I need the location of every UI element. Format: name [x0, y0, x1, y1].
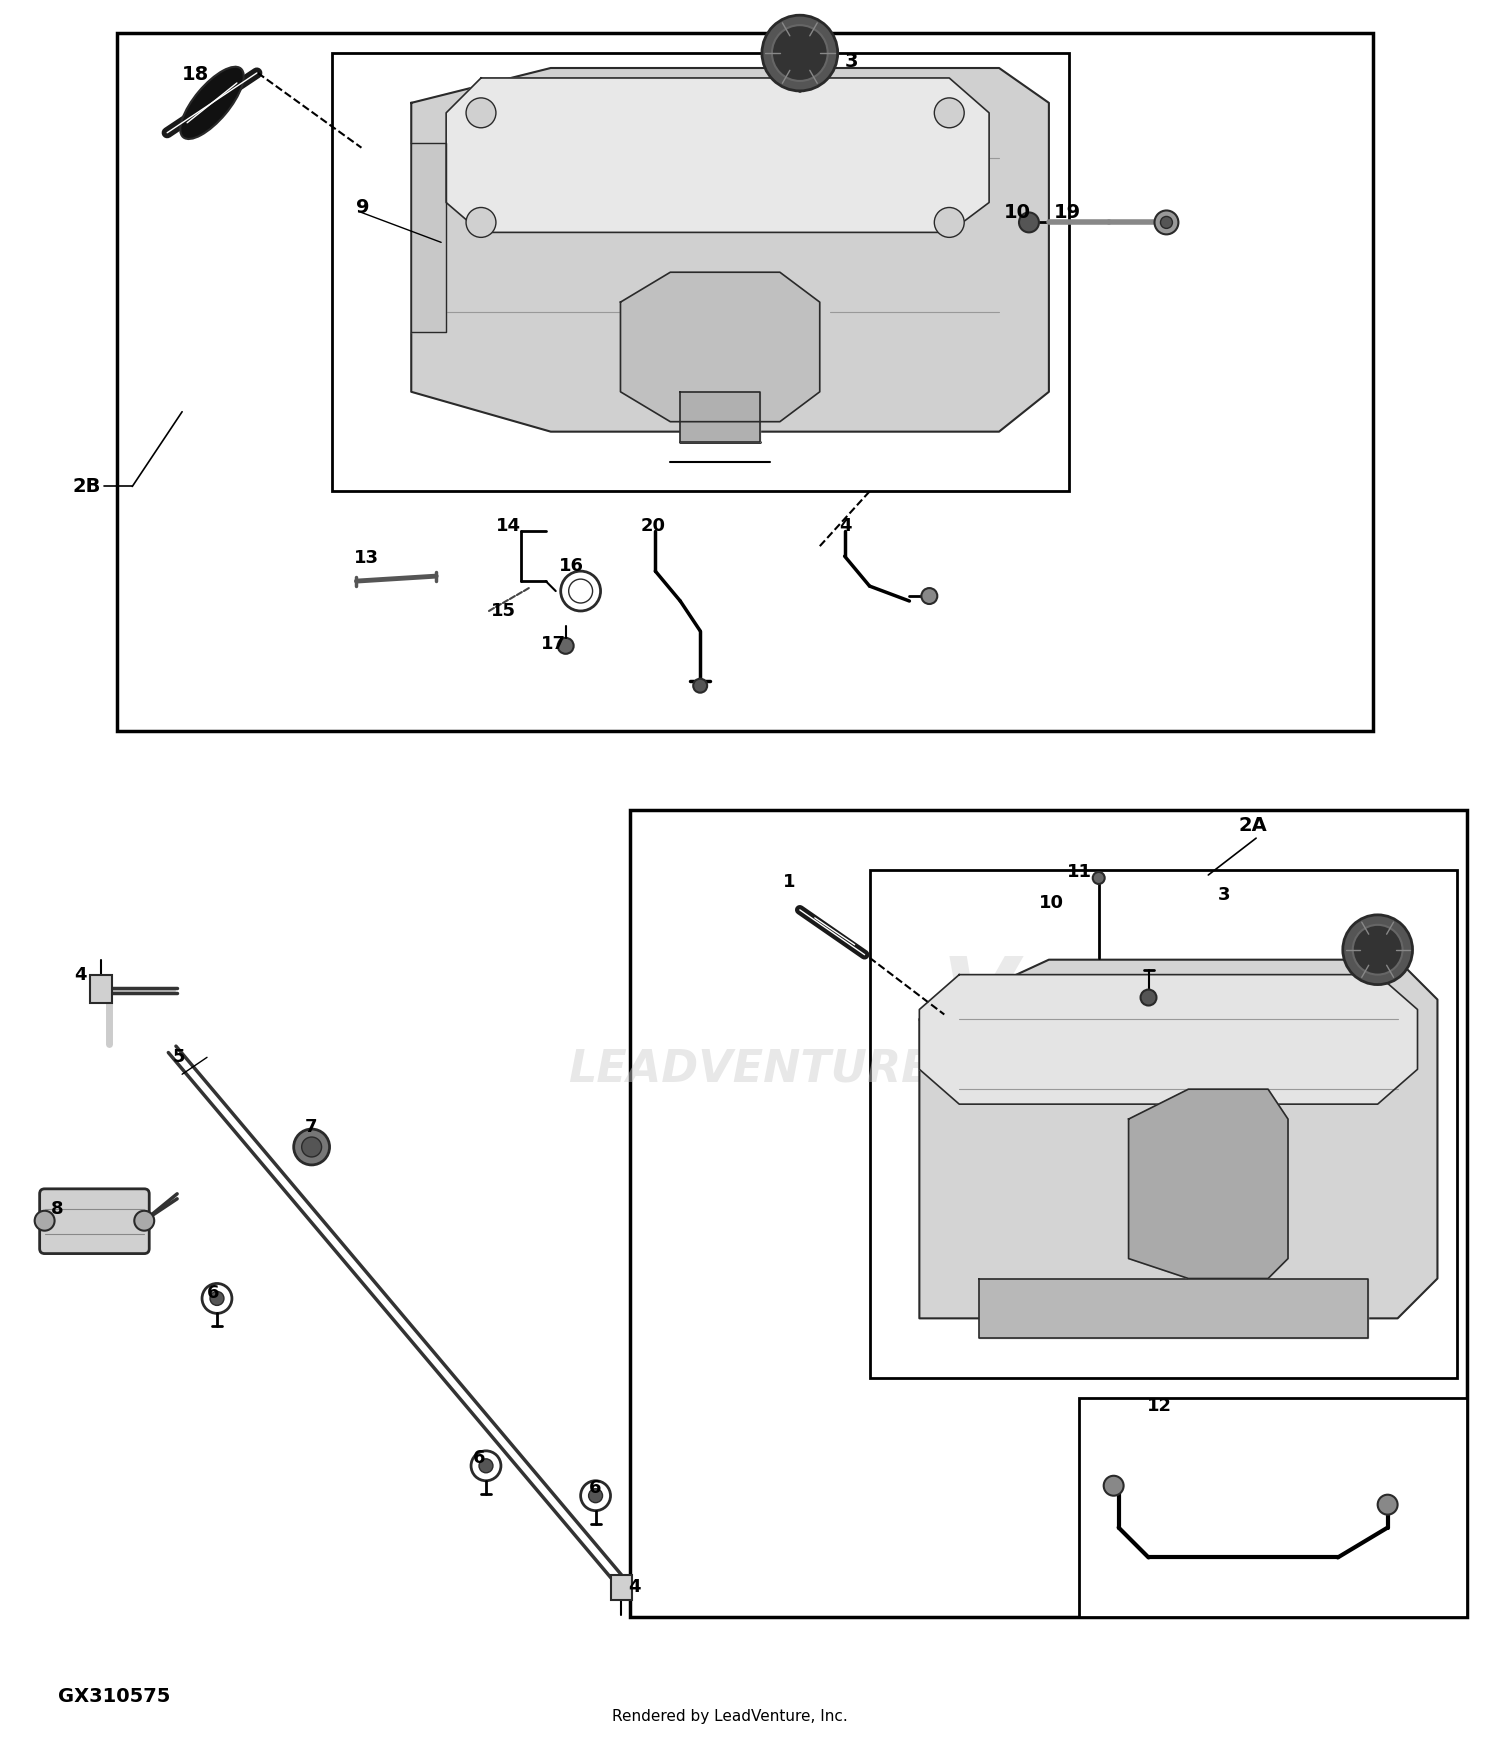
Polygon shape: [920, 959, 1437, 1318]
Circle shape: [934, 208, 964, 238]
Text: 10: 10: [1040, 894, 1064, 912]
Circle shape: [1353, 924, 1402, 975]
Polygon shape: [411, 144, 446, 332]
Circle shape: [1140, 989, 1156, 1006]
Text: 3: 3: [844, 51, 858, 70]
Circle shape: [294, 1129, 330, 1166]
Text: 4: 4: [840, 518, 852, 536]
Circle shape: [1019, 212, 1040, 233]
Text: 4: 4: [75, 966, 87, 984]
Text: 2A: 2A: [1238, 816, 1268, 835]
Circle shape: [135, 1211, 154, 1230]
Polygon shape: [446, 79, 989, 233]
Text: 14: 14: [496, 518, 520, 536]
Polygon shape: [681, 392, 760, 441]
Circle shape: [1104, 1475, 1124, 1496]
Circle shape: [762, 16, 837, 91]
Bar: [332, 52, 1070, 492]
Bar: [90, 975, 112, 1003]
Text: 2B: 2B: [72, 478, 100, 495]
Circle shape: [1377, 1494, 1398, 1514]
Text: 6: 6: [472, 1449, 486, 1466]
Text: 11: 11: [1066, 863, 1092, 880]
Circle shape: [1155, 210, 1179, 235]
Circle shape: [568, 579, 592, 604]
Circle shape: [561, 570, 600, 611]
Circle shape: [210, 1292, 224, 1306]
Text: LEADVENTURE: LEADVENTURE: [568, 1048, 932, 1090]
Text: Rendered by LeadVenture, Inc.: Rendered by LeadVenture, Inc.: [612, 1710, 848, 1724]
Circle shape: [588, 1489, 603, 1503]
Text: GX310575: GX310575: [57, 1687, 170, 1706]
Circle shape: [302, 1138, 321, 1157]
Bar: [117, 33, 1373, 730]
Bar: [870, 870, 1458, 1379]
Text: V: V: [942, 954, 1017, 1046]
Polygon shape: [411, 68, 1048, 432]
Text: 15: 15: [490, 602, 516, 620]
Circle shape: [1092, 872, 1104, 884]
Text: 6: 6: [588, 1479, 602, 1496]
Polygon shape: [980, 1279, 1368, 1339]
Text: 6: 6: [207, 1284, 219, 1302]
Circle shape: [772, 24, 828, 80]
Text: 7: 7: [304, 1118, 316, 1136]
Circle shape: [471, 1451, 501, 1480]
Text: 17: 17: [542, 635, 566, 653]
Circle shape: [693, 679, 706, 693]
Bar: [630, 810, 1467, 1617]
Text: 18: 18: [182, 65, 210, 84]
Polygon shape: [621, 273, 819, 422]
Polygon shape: [1128, 1088, 1288, 1279]
Circle shape: [202, 1283, 232, 1312]
Circle shape: [34, 1211, 54, 1230]
Circle shape: [466, 98, 496, 128]
Text: 3: 3: [1218, 886, 1231, 905]
Circle shape: [934, 98, 964, 128]
Circle shape: [1342, 915, 1413, 985]
Text: 13: 13: [354, 550, 378, 567]
Text: 16: 16: [558, 556, 584, 576]
Text: 19: 19: [1054, 203, 1082, 222]
Text: 20: 20: [640, 518, 666, 536]
Circle shape: [580, 1480, 610, 1510]
Text: 8: 8: [51, 1200, 63, 1218]
Circle shape: [466, 208, 496, 238]
Polygon shape: [920, 975, 1418, 1104]
Circle shape: [558, 639, 573, 654]
Bar: [1078, 1398, 1467, 1617]
Text: 5: 5: [172, 1048, 184, 1066]
Circle shape: [921, 588, 938, 604]
Text: 9: 9: [357, 198, 370, 217]
Circle shape: [1161, 217, 1173, 229]
Text: 4: 4: [628, 1578, 640, 1596]
Text: 10: 10: [1004, 203, 1031, 222]
Ellipse shape: [180, 66, 244, 138]
Text: 1: 1: [783, 873, 795, 891]
Text: 12: 12: [1146, 1396, 1172, 1416]
Circle shape: [478, 1460, 494, 1474]
Bar: [610, 1575, 633, 1600]
FancyBboxPatch shape: [39, 1188, 148, 1253]
